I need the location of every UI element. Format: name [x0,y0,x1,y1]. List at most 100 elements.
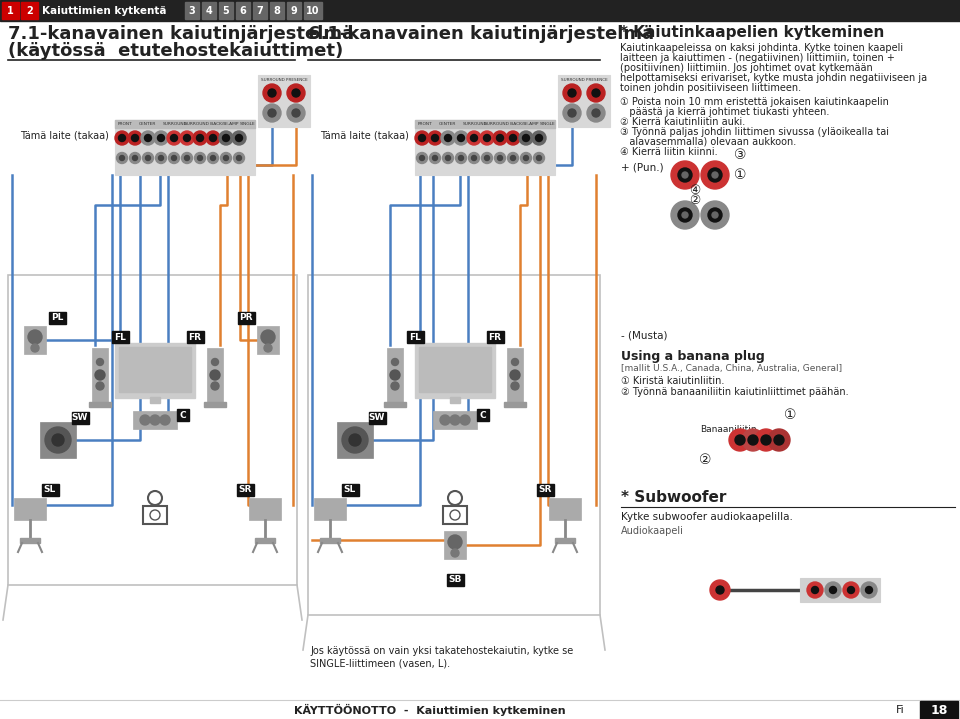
Text: alavasemmalla) olevaan aukkoon.: alavasemmalla) olevaan aukkoon. [620,137,796,147]
Circle shape [532,131,546,145]
Bar [41,484,59,496]
Text: ② Kierrä kaiutinliitin auki.: ② Kierrä kaiutinliitin auki. [620,117,745,127]
Bar [207,348,223,403]
Bar [202,2,216,19]
Circle shape [682,212,688,218]
Bar [92,348,108,403]
Circle shape [197,134,204,142]
Text: 2: 2 [26,6,33,16]
Bar [446,574,464,586]
Circle shape [534,152,544,163]
Circle shape [448,535,462,549]
Circle shape [167,131,181,145]
Bar [204,402,226,407]
Circle shape [146,155,151,160]
Bar [143,506,167,524]
Text: SB: SB [448,575,462,585]
Circle shape [207,152,219,163]
Bar [111,331,129,343]
Circle shape [342,427,368,453]
Circle shape [292,109,300,117]
Text: C: C [180,411,186,419]
Circle shape [494,152,506,163]
Text: Tämä laite (takaa): Tämä laite (takaa) [20,130,108,140]
Bar [89,402,111,407]
Bar [443,506,467,524]
Circle shape [221,152,231,163]
Text: SR: SR [539,485,552,495]
Text: SR: SR [238,485,252,495]
Bar [537,484,554,496]
Bar [415,120,555,128]
Text: - (Musta): - (Musta) [621,330,667,340]
Text: PR: PR [239,313,252,323]
Text: ① Poista noin 10 mm eristettä jokaisen kaiutinkaapelin: ① Poista noin 10 mm eristettä jokaisen k… [620,97,889,107]
Bar [337,422,373,458]
Bar [342,484,358,496]
Bar [920,701,958,719]
Circle shape [132,155,137,160]
Circle shape [484,134,491,142]
Circle shape [292,89,300,97]
Bar [24,326,46,354]
Circle shape [701,201,729,229]
Text: ① Kiristä kaiutinliitin.: ① Kiristä kaiutinliitin. [621,376,725,386]
Bar [477,409,489,421]
Circle shape [158,155,163,160]
Circle shape [450,415,460,425]
Circle shape [445,155,450,160]
Circle shape [31,344,39,352]
Circle shape [349,434,361,446]
Circle shape [433,155,438,160]
Circle shape [563,84,581,102]
Circle shape [52,434,64,446]
Circle shape [268,109,276,117]
Circle shape [209,134,217,142]
Text: ③ Työnnä paljas johdin liittimen sivussa (yläoikealla tai: ③ Työnnä paljas johdin liittimen sivussa… [620,127,889,137]
Text: Kaiuttimien kytkentä: Kaiuttimien kytkentä [42,6,166,16]
Circle shape [169,152,180,163]
Circle shape [233,152,245,163]
Circle shape [441,131,455,145]
Circle shape [140,415,150,425]
Bar [558,75,610,127]
Circle shape [210,370,220,380]
Circle shape [522,134,530,142]
Circle shape [592,89,600,97]
Text: SURROUND PRESENCE: SURROUND PRESENCE [561,78,608,82]
Circle shape [671,201,699,229]
Text: 4: 4 [205,6,212,16]
Circle shape [761,435,771,445]
Bar [2,2,19,19]
Bar [115,343,195,398]
Bar [237,312,254,324]
Circle shape [264,344,272,352]
Circle shape [866,587,873,593]
Bar [219,2,233,19]
Circle shape [184,155,189,160]
Circle shape [496,134,503,142]
Circle shape [392,359,398,365]
Text: SURROUND: SURROUND [162,122,187,126]
Circle shape [458,134,465,142]
Circle shape [506,131,520,145]
Text: 18: 18 [930,703,948,717]
Circle shape [701,161,729,189]
Bar [384,402,406,407]
Circle shape [480,131,494,145]
Circle shape [712,172,718,178]
Text: ③: ③ [733,148,746,162]
Text: SURROUND: SURROUND [463,122,488,126]
Text: ①: ① [733,168,746,182]
Circle shape [156,152,166,163]
Circle shape [145,134,152,142]
Circle shape [523,155,529,160]
Circle shape [95,370,105,380]
Circle shape [172,155,177,160]
Text: (positiivinen) liittimiin. Jos johtimet ovat kytkemään: (positiivinen) liittimiin. Jos johtimet … [620,63,873,73]
Circle shape [568,109,576,117]
Circle shape [261,330,275,344]
Text: SW: SW [72,413,88,423]
Text: 9: 9 [291,6,298,16]
Text: * Kaiutinkaapelien kytkeminen: * Kaiutinkaapelien kytkeminen [620,25,884,40]
